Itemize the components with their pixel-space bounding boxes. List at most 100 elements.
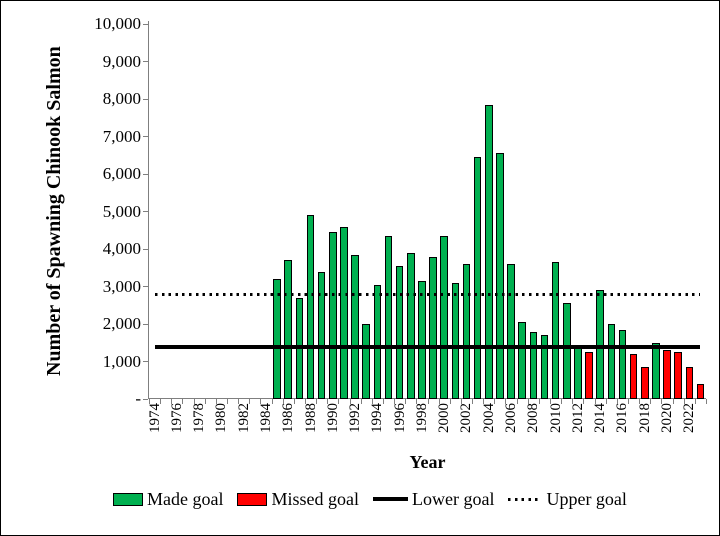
bar-2005-made (496, 153, 504, 399)
x-tick-label: 1978 (191, 403, 208, 433)
x-axis-tick (661, 399, 663, 404)
x-tick-label: 1990 (324, 403, 341, 433)
x-axis-tick (605, 399, 607, 404)
legend-solid-line-icon (372, 497, 408, 501)
y-axis-tick (143, 211, 148, 212)
lower-goal-line (154, 344, 701, 349)
x-axis-tick (516, 399, 518, 404)
x-axis-tick (561, 399, 563, 404)
x-axis-tick (394, 399, 396, 404)
bar-1992-made (351, 254, 359, 399)
y-tick-label: 1,000 (102, 351, 141, 371)
legend-label: Lower goal (411, 488, 495, 509)
x-tick-label: 1996 (391, 403, 408, 433)
x-tick-label: 2018 (636, 403, 653, 433)
x-axis-tick (338, 399, 340, 404)
legend-label: Missed goal (271, 488, 359, 509)
x-axis-tick (193, 399, 195, 404)
bar-2018-missed (640, 367, 649, 399)
y-axis-tick (143, 136, 148, 137)
legend-item-upper-goal: Upper goal (508, 488, 627, 510)
y-axis-tick (143, 173, 148, 175)
x-axis-tick (204, 399, 206, 404)
x-axis-tick (616, 399, 618, 404)
x-axis-tick (160, 399, 162, 404)
x-axis-tick (706, 399, 707, 404)
x-axis-title: Year (409, 452, 446, 472)
x-axis-tick (416, 399, 418, 404)
bar-1986-made (284, 260, 293, 399)
x-axis-tick (527, 399, 529, 404)
x-axis-tick (538, 399, 540, 404)
x-tick-label: 1974 (146, 403, 163, 433)
x-axis-tick (226, 399, 228, 404)
x-axis-tick (215, 399, 217, 404)
x-axis-tick (327, 399, 329, 404)
x-axis-tick (182, 399, 184, 404)
y-tick-label: 6,000 (102, 164, 141, 183)
bar-2019-made (652, 342, 660, 399)
bar-1994-made (373, 284, 382, 399)
y-axis-tick (143, 286, 148, 287)
x-tick-label: 1986 (280, 403, 297, 433)
y-axis-line (148, 21, 149, 399)
x-axis-tick (293, 399, 295, 404)
x-tick-label: 2002 (458, 403, 475, 433)
bar-2013-missed (585, 352, 593, 399)
bar-2001-made (451, 282, 460, 399)
legend-swatch-icon (237, 492, 268, 506)
bar-2016-made (618, 329, 627, 399)
bar-2022-missed (685, 367, 694, 399)
x-axis-tick (238, 399, 240, 404)
y-axis-tick (143, 323, 148, 325)
legend-item-missed-goal: Missed goal (237, 489, 359, 510)
bar-2009-made (540, 335, 549, 399)
x-tick-label: 1980 (213, 403, 230, 433)
x-axis-tick (672, 399, 674, 404)
x-axis-tick (349, 399, 351, 404)
bar-2012-made (574, 344, 582, 399)
legend: Made goal Missed goal Lower goal Upper goal (113, 486, 627, 512)
bar-2003-made (473, 157, 482, 399)
x-axis-tick (405, 399, 407, 404)
bar-1985-made (273, 279, 281, 399)
x-axis-tick (149, 399, 150, 404)
bar-1989-made (317, 271, 326, 399)
upper-goal-line (154, 292, 701, 296)
x-axis-tick (483, 399, 485, 404)
y-tick-label: 7,000 (102, 126, 141, 146)
y-axis-tick (143, 23, 148, 25)
y-axis-tick (143, 248, 148, 250)
x-tick-label: 2022 (681, 403, 698, 433)
bar-2000-made (440, 235, 448, 399)
x-axis-tick (438, 399, 440, 404)
x-axis-tick (650, 399, 652, 404)
y-axis-tick (143, 61, 148, 62)
bar-1991-made (340, 226, 348, 399)
bar-1990-made (329, 232, 337, 399)
x-axis-tick (550, 399, 552, 404)
legend-item-made-goal: Made goal (113, 489, 223, 510)
y-axis-tick (143, 98, 148, 100)
legend-label: Upper goal (546, 488, 627, 509)
x-axis-tick (249, 399, 251, 404)
x-axis-tick (505, 399, 507, 404)
bar-2021-missed (674, 352, 682, 399)
x-axis-tick (460, 399, 462, 404)
x-tick-label: 1976 (168, 403, 185, 433)
bar-2002-made (462, 264, 471, 399)
x-axis-tick (371, 399, 373, 404)
bar-2008-made (529, 331, 538, 399)
x-axis-tick (572, 399, 574, 404)
bar-2015-made (607, 324, 616, 399)
x-axis-tick (316, 399, 318, 404)
y-axis-tick (143, 361, 148, 362)
x-tick-label: 2016 (614, 403, 631, 433)
bar-2010-made (551, 262, 560, 399)
x-tick-label: 2008 (525, 403, 542, 433)
y-tick-label: 8,000 (102, 89, 141, 108)
x-axis-tick (427, 399, 429, 404)
bar-1995-made (384, 235, 393, 399)
x-axis-tick (171, 399, 173, 404)
